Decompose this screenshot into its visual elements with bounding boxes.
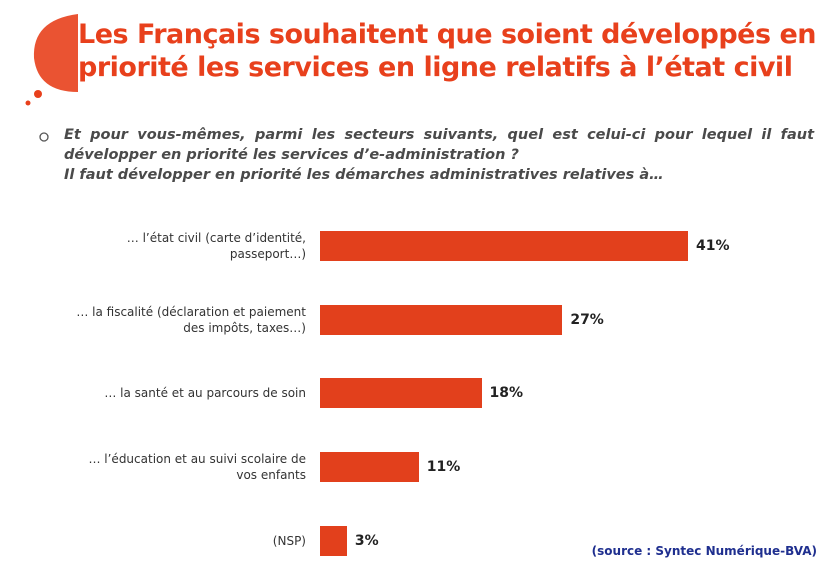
category-label: … l’éducation et au suivi scolaire de vo… [88,452,306,483]
value-label: 11% [426,459,461,476]
value-label: 27% [570,311,604,328]
bullet [39,132,49,142]
category-label: … la santé et au parcours de soin [104,386,306,401]
bar [320,452,419,483]
category-label: … l’état civil (carte d’identité, passep… [126,231,306,261]
bar [320,525,347,556]
category-label: (NSP) [272,533,306,548]
source: (source : Syntec Numérique-BVA) [591,544,817,558]
category-label: … la fiscalité (déclaration et paiement … [76,304,306,335]
chart-title: Les Français souhaitent que soient dével… [78,19,817,83]
bar [320,304,563,335]
question: Et pour vous-mêmes, parmi les secteurs s… [64,125,814,185]
bar [320,231,688,261]
value-label: 41% [696,238,730,254]
value-label: 18% [489,385,524,402]
question-text: Et pour vous-mêmes, parmi les secteurs s… [64,127,814,163]
question-text: Il faut développer en priorité les démar… [64,167,664,183]
decoration [25,14,78,106]
bar [320,378,482,409]
value-label: 3% [354,532,379,549]
